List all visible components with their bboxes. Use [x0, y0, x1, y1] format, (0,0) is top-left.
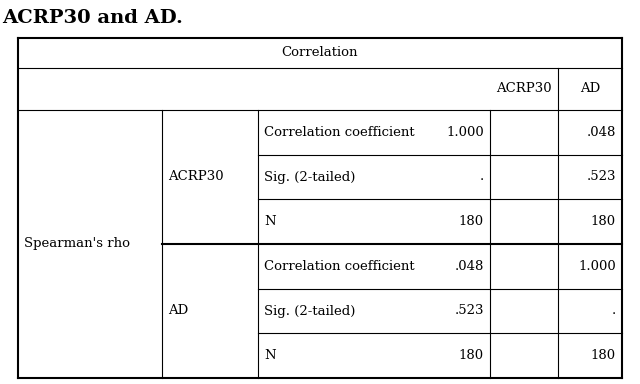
Text: .: .	[612, 305, 616, 318]
Text: .523: .523	[454, 305, 484, 318]
Text: .048: .048	[587, 126, 616, 139]
Text: Sig. (2-tailed): Sig. (2-tailed)	[264, 305, 355, 318]
Text: .048: .048	[454, 260, 484, 273]
Text: N: N	[264, 349, 276, 362]
Text: Correlation: Correlation	[282, 46, 358, 60]
Text: .: .	[480, 170, 484, 184]
Text: 180: 180	[591, 349, 616, 362]
Text: .523: .523	[586, 170, 616, 184]
Text: ACRP30 and AD.: ACRP30 and AD.	[2, 9, 183, 27]
Text: ACRP30: ACRP30	[168, 170, 223, 184]
Text: 180: 180	[459, 215, 484, 228]
Text: ACRP30: ACRP30	[496, 83, 552, 96]
Text: Correlation coefficient: Correlation coefficient	[264, 126, 415, 139]
Text: N: N	[264, 215, 276, 228]
Text: 180: 180	[591, 215, 616, 228]
Text: Sig. (2-tailed): Sig. (2-tailed)	[264, 170, 355, 184]
Text: AD: AD	[168, 305, 188, 318]
Text: 180: 180	[459, 349, 484, 362]
Text: Correlation coefficient: Correlation coefficient	[264, 260, 415, 273]
Text: 1.000: 1.000	[579, 260, 616, 273]
Text: 1.000: 1.000	[446, 126, 484, 139]
Text: AD: AD	[580, 83, 600, 96]
Text: Spearman's rho: Spearman's rho	[24, 237, 130, 250]
